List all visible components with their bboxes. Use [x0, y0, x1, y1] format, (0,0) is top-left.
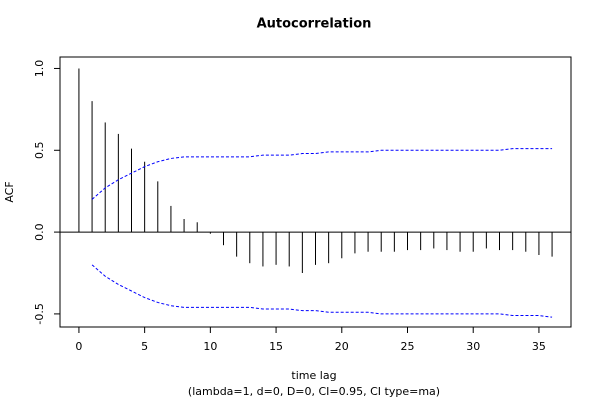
- subtitle: (lambda=1, d=0, D=0, CI=0.95, CI type=ma…: [188, 385, 440, 398]
- x-tick-label: 0: [75, 340, 82, 353]
- confidence-band: [91, 148, 553, 200]
- x-tick-label: 5: [141, 340, 148, 353]
- y-axis-label: ACF: [3, 181, 16, 202]
- y-tick-label: -0.5: [33, 303, 46, 324]
- x-tick-label: 35: [532, 340, 546, 353]
- y-tick-label: 0.0: [33, 223, 46, 241]
- plot-frame: [59, 56, 572, 328]
- x-tick-label: 10: [203, 340, 217, 353]
- x-tick-label: 15: [269, 340, 283, 353]
- x-axis-label: time lag: [291, 369, 336, 382]
- x-tick-label: 20: [335, 340, 349, 353]
- chart-title: Autocorrelation: [257, 17, 372, 32]
- y-tick-label: 1.0: [33, 60, 46, 78]
- y-tick-label: 0.5: [33, 142, 46, 160]
- x-tick-label: 25: [401, 340, 415, 353]
- confidence-band: [91, 264, 553, 318]
- x-tick-label: 30: [466, 340, 480, 353]
